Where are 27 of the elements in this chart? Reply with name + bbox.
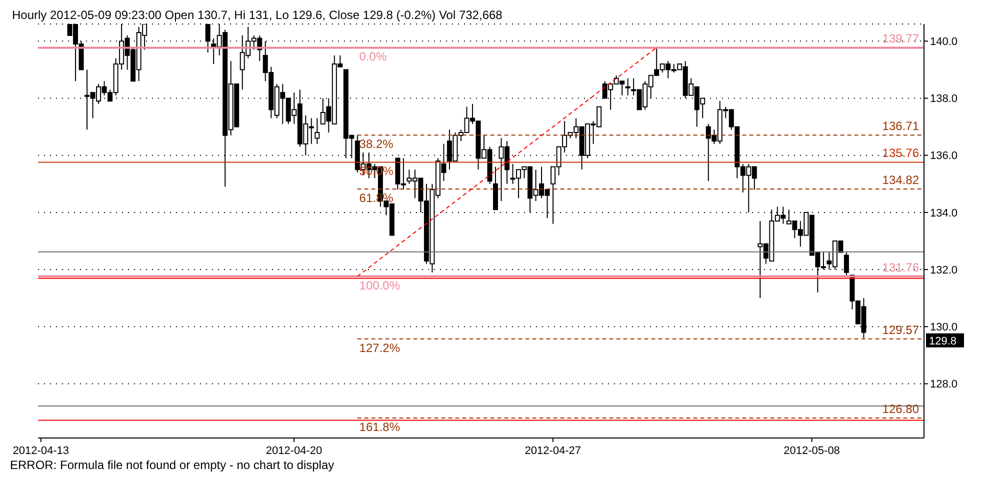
- y-tick-label: 130.0: [930, 322, 958, 334]
- candlestick: [314, 118, 320, 144]
- ref-line-label: 136.71: [882, 119, 920, 134]
- ref-line-label: 134.82: [882, 173, 920, 188]
- x-tick-label: 2012-05-08: [784, 445, 840, 457]
- text: 129.8: [929, 335, 957, 348]
- annotation: 100.0%: [359, 278, 400, 292]
- y-tick-label: 128.0: [930, 378, 958, 391]
- ref-line-label: 135.76: [882, 146, 920, 160]
- annotation: 0.0%: [359, 50, 387, 64]
- y-tick-label: 134.0: [930, 207, 958, 220]
- y-tick-label: 136.0: [930, 150, 958, 162]
- ref-line-label: 139.77: [882, 32, 920, 46]
- chart-title: Hourly 2012-05-09 09:23:00 Open 130.7, Hi 131, Lo 129.6, Close 129.8 (-0.2%) Vol 732,668: [12, 8, 502, 22]
- candlestick: [625, 78, 630, 96]
- y-tick-label: 140.0: [930, 36, 958, 48]
- ref-line-label: 129.57: [882, 322, 920, 337]
- text: ERROR: Formula file not found or empty - no chart to display: [10, 458, 334, 472]
- x-tick-label: 2012-04-13: [12, 445, 70, 457]
- annotation: 161.8%: [359, 420, 400, 434]
- x-tick-label: 2012-04-27: [524, 445, 582, 457]
- ref-line-label: 131.76: [882, 260, 920, 274]
- ref-line-label: 126.80: [882, 402, 920, 416]
- y-tick-label: 132.0: [930, 264, 958, 276]
- y-tick-label: 138.0: [930, 93, 958, 106]
- annotation: 127.2%: [359, 340, 400, 355]
- x-tick-label: 2012-04-20: [266, 445, 322, 457]
